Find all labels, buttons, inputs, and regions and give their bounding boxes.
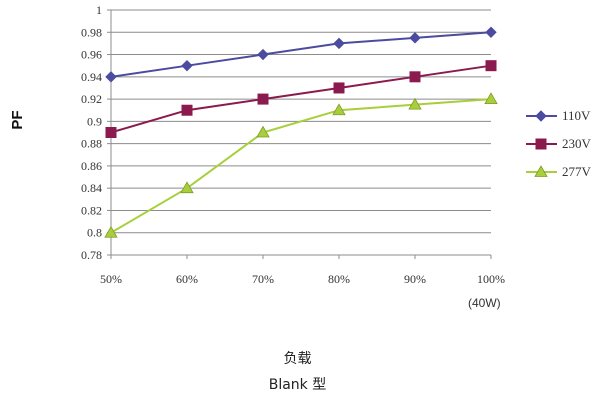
y-tick-labels: 0.78 0.8 0.82 0.84 0.86 0.88 0.9 0.92 0.94 0.96 0.… (81, 3, 102, 262)
legend-label-230v: 230V (562, 136, 592, 151)
y-tick-label: 0.8 (87, 226, 102, 240)
data-point-230v (409, 71, 421, 83)
series-line-277v (110, 98, 492, 234)
x-tick-label: 80% (328, 272, 350, 286)
legend-label-110v: 110V (562, 108, 591, 123)
y-tick-label: 0.96 (81, 48, 102, 62)
y-tick-label: 0.98 (81, 25, 102, 39)
data-point-230v (333, 82, 345, 94)
legend-marker-277v (534, 165, 548, 177)
data-point-230v (181, 104, 193, 116)
data-point-277v (104, 225, 118, 238)
data-point-277v (484, 92, 498, 104)
series-line-110v (110, 31, 492, 78)
data-point-110v (485, 26, 497, 38)
axes (107, 9, 492, 259)
x-axis-label: 负载 (283, 351, 312, 367)
series-lines (104, 26, 498, 238)
x-tick-label: 60% (176, 272, 198, 286)
y-tick-label: 0.84 (81, 181, 102, 195)
y-tick-label: 0.88 (81, 137, 102, 151)
y-axis-label: PF (9, 110, 26, 129)
data-point-230v (485, 60, 497, 72)
x-tick-label: 70% (252, 272, 274, 286)
y-tick-label: 0.9 (87, 114, 102, 128)
data-point-110v (105, 71, 117, 83)
legend: 110V 230V 277V (526, 108, 592, 179)
data-point-110v (257, 48, 269, 61)
data-point-110v (333, 37, 345, 50)
chart-caption: Blank 型 (268, 377, 327, 393)
data-point-110v (181, 59, 193, 72)
x-tick-labels: 50% 60% 70% 80% 90% 100% (100, 272, 505, 286)
series-line-230v (110, 64, 492, 134)
data-point-110v (409, 32, 421, 44)
y-tick-label: 0.94 (81, 70, 102, 84)
y-tick-label: 0.92 (81, 92, 102, 106)
y-tick-label: 0.86 (81, 159, 102, 173)
x-tick-label: 50% (100, 272, 122, 286)
x-axis-unit-note: (40W) (468, 296, 501, 310)
data-point-230v (257, 93, 269, 105)
data-point-277v (332, 103, 346, 116)
y-tick-label: 0.78 (81, 248, 102, 262)
legend-label-277v: 277V (562, 164, 592, 179)
data-point-230v (105, 127, 117, 138)
legend-marker-230v (535, 138, 547, 150)
x-tick-label: 100% (477, 272, 505, 286)
y-tick-label: 0.82 (81, 203, 102, 217)
data-point-277v (180, 181, 194, 194)
legend-marker-110v (535, 110, 547, 122)
x-tick-label: 90% (404, 272, 426, 286)
data-point-277v (256, 125, 270, 138)
data-point-277v (408, 97, 422, 110)
y-tick-label: 1 (96, 3, 102, 17)
